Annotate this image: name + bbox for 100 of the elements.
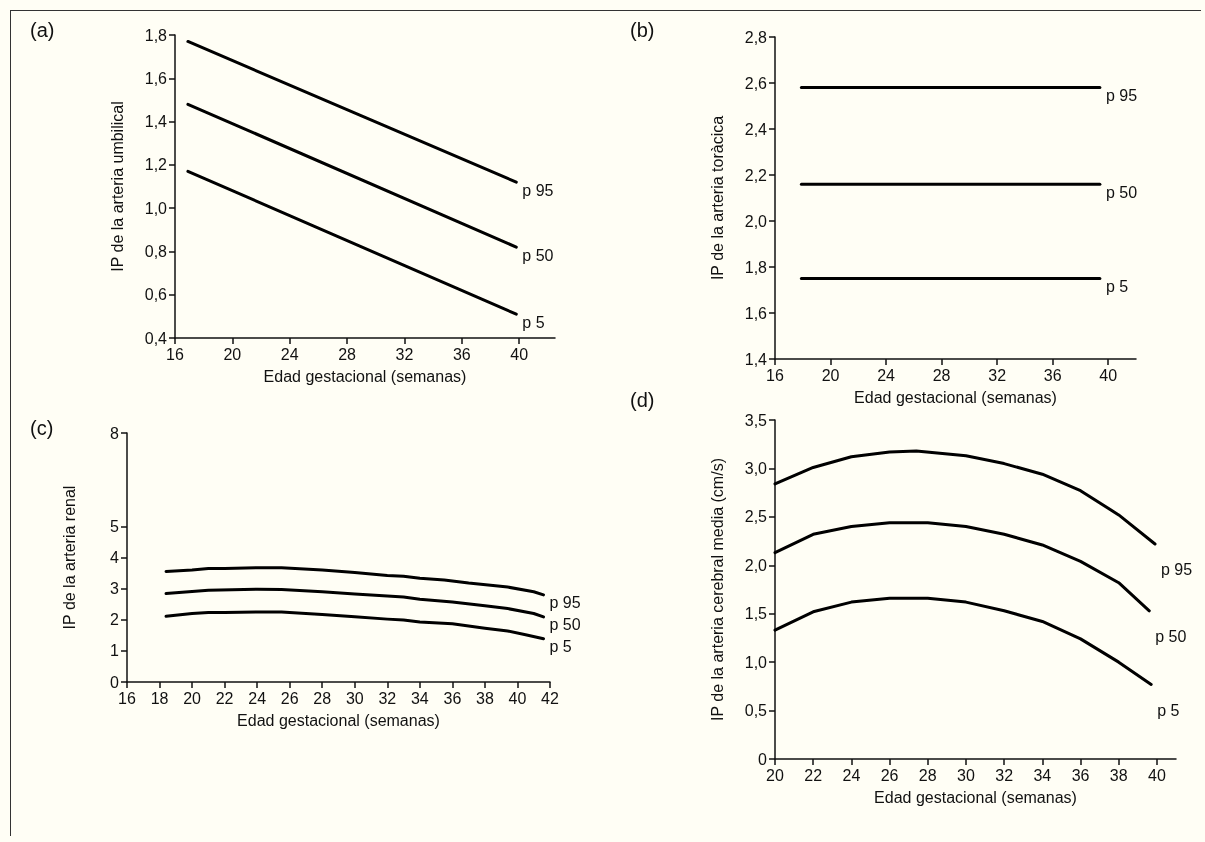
x-axis-title: Edad gestacional (semanas) xyxy=(263,367,467,385)
series-label: p 95 xyxy=(549,594,581,612)
x-tick-label: 32 xyxy=(988,366,1007,384)
y-tick-label: 1,6 xyxy=(144,69,168,87)
x-tick-label: 24 xyxy=(248,689,267,707)
y-tick-label: 2,2 xyxy=(744,166,768,184)
x-tick-label: 40 xyxy=(1148,766,1166,784)
chart-title: (a) xyxy=(30,19,55,41)
series-label: p 50 xyxy=(522,246,554,264)
series-label: p 95 xyxy=(1105,87,1138,105)
y-axis-title: IP de la arteria renal xyxy=(60,485,78,630)
line-series xyxy=(164,566,545,597)
y-tick-label: 0,6 xyxy=(144,286,168,304)
x-tick-label: 36 xyxy=(443,689,462,707)
series-label: p 5 xyxy=(549,638,572,656)
y-tick-label: 5 xyxy=(110,517,120,535)
x-tick-label: 26 xyxy=(880,766,899,784)
series-label: p 5 xyxy=(522,313,545,331)
series-label: p 5 xyxy=(1157,701,1180,719)
y-tick-label: 1,4 xyxy=(144,113,168,131)
y-tick-label: 2,8 xyxy=(744,28,768,46)
y-tick-label: 4 xyxy=(110,549,120,566)
x-tick-label: 16 xyxy=(118,689,136,707)
y-axis-title: IP de la arteria umbilical xyxy=(108,101,126,272)
x-tick-label: 40 xyxy=(1099,366,1118,384)
x-tick-label: 22 xyxy=(804,766,823,784)
y-tick-label: 1,6 xyxy=(744,304,768,322)
series-label: p 5 xyxy=(1105,278,1129,295)
y-tick-label: 2,5 xyxy=(744,508,768,526)
x-tick-label: 34 xyxy=(410,689,429,707)
y-axis-title: IP de la arteria toràcica xyxy=(708,115,726,281)
chart-title: (c) xyxy=(30,417,54,439)
y-tick-label: 1,4 xyxy=(744,350,768,368)
y-tick-label: 2,0 xyxy=(744,556,768,574)
y-tick-label: 3,0 xyxy=(744,459,768,477)
x-tick-label: 16 xyxy=(166,345,184,363)
x-tick-label: 38 xyxy=(476,689,494,707)
line-series xyxy=(773,449,1157,546)
x-tick-label: 24 xyxy=(842,766,861,784)
x-tick-label: 16 xyxy=(766,366,784,384)
chart-title: (b) xyxy=(630,19,655,41)
x-tick-label: 30 xyxy=(345,689,364,707)
y-tick-label: 0,8 xyxy=(144,242,168,260)
y-tick-label: 0 xyxy=(758,750,768,768)
line-series xyxy=(164,587,545,619)
y-tick-label: 0,4 xyxy=(144,329,168,347)
x-tick-label: 28 xyxy=(313,689,332,707)
y-tick-label: 8 xyxy=(110,424,120,442)
y-tick-label: 1,0 xyxy=(144,199,168,217)
x-tick-label: 24 xyxy=(877,366,896,384)
x-axis-title: Edad gestacional (semanas) xyxy=(854,388,1057,406)
x-tick-label: 42 xyxy=(541,689,559,707)
x-tick-label: 26 xyxy=(280,689,299,707)
x-tick-label: 18 xyxy=(150,689,169,707)
x-axis-title: Edad gestacional (semanas) xyxy=(237,711,440,729)
x-tick-label: 36 xyxy=(452,345,471,363)
y-tick-label: 3,5 xyxy=(744,411,768,429)
x-tick-label: 34 xyxy=(1033,766,1052,784)
line-series xyxy=(773,521,1151,613)
x-tick-label: 28 xyxy=(932,366,951,384)
x-tick-label: 32 xyxy=(995,766,1014,784)
y-tick-label: 1 xyxy=(110,642,120,660)
y-tick-label: 3 xyxy=(110,580,120,598)
x-tick-label: 38 xyxy=(1109,766,1128,784)
x-tick-label: 28 xyxy=(338,345,357,363)
series-label: p 95 xyxy=(1161,561,1193,579)
x-tick-label: 20 xyxy=(821,366,840,384)
y-tick-label: 2 xyxy=(110,611,120,629)
x-tick-label: 20 xyxy=(766,766,784,784)
y-tick-label: 0 xyxy=(110,673,120,691)
x-tick-label: 20 xyxy=(183,689,202,707)
series-label: p 95 xyxy=(522,181,554,199)
series-label: p 50 xyxy=(1155,628,1187,646)
y-tick-label: 1,5 xyxy=(744,605,768,623)
line-series xyxy=(773,596,1153,686)
y-tick-label: 1,8 xyxy=(744,258,768,276)
y-axis-title: IP de la arteria cerebral media (cm/s) xyxy=(708,458,726,721)
x-axis-title: Edad gestacional (semanas) xyxy=(874,788,1077,806)
y-tick-label: 2,0 xyxy=(744,212,768,230)
x-tick-label: 22 xyxy=(215,689,234,707)
y-tick-label: 2,6 xyxy=(744,74,768,92)
y-tick-label: 1,2 xyxy=(144,156,168,174)
x-tick-label: 24 xyxy=(280,345,299,363)
y-tick-label: 1,8 xyxy=(144,26,168,44)
x-tick-label: 30 xyxy=(957,766,975,784)
x-tick-label: 20 xyxy=(223,345,242,363)
x-tick-label: 40 xyxy=(510,345,529,363)
x-tick-label: 36 xyxy=(1043,366,1062,384)
series-label: p 50 xyxy=(549,616,581,634)
x-tick-label: 36 xyxy=(1071,766,1090,784)
x-tick-label: 28 xyxy=(918,766,937,784)
line-series xyxy=(164,610,545,641)
x-tick-label: 32 xyxy=(378,689,397,707)
y-tick-label: 1,0 xyxy=(744,653,768,671)
series-label: p 50 xyxy=(1105,183,1138,201)
chart-title: (d) xyxy=(630,389,655,411)
x-tick-label: 32 xyxy=(395,345,414,363)
y-tick-label: 2,4 xyxy=(744,120,768,138)
y-tick-label: 0,5 xyxy=(744,702,768,720)
x-tick-label: 40 xyxy=(508,689,527,707)
